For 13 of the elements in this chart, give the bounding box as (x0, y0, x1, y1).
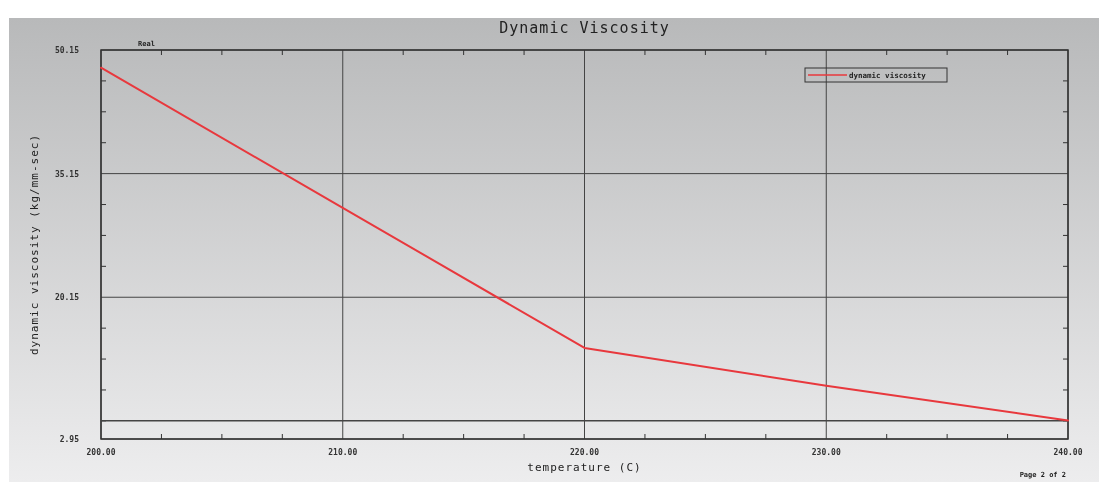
x-axis-title: temperature (C) (527, 461, 642, 474)
x-tick-label: 220.00 (570, 448, 600, 457)
x-tick-label: 240.00 (1053, 448, 1083, 457)
y-tick-label: 35.15 (54, 169, 80, 179)
y-tick-label: 50.15 (54, 46, 80, 55)
x-tick-label: 230.00 (811, 448, 841, 457)
chart-title: Dynamic Viscosity (499, 19, 670, 37)
y-tick-label: 20.15 (54, 293, 80, 303)
y-axis-title: dynamic viscosity (kg/mm-sec) (28, 133, 41, 356)
y-tick-label: 2.95 (59, 435, 80, 444)
x-tick-label: 210.00 (328, 448, 358, 457)
line-series (100, 66, 1069, 422)
x-tick-label: 200.00 (86, 448, 116, 457)
